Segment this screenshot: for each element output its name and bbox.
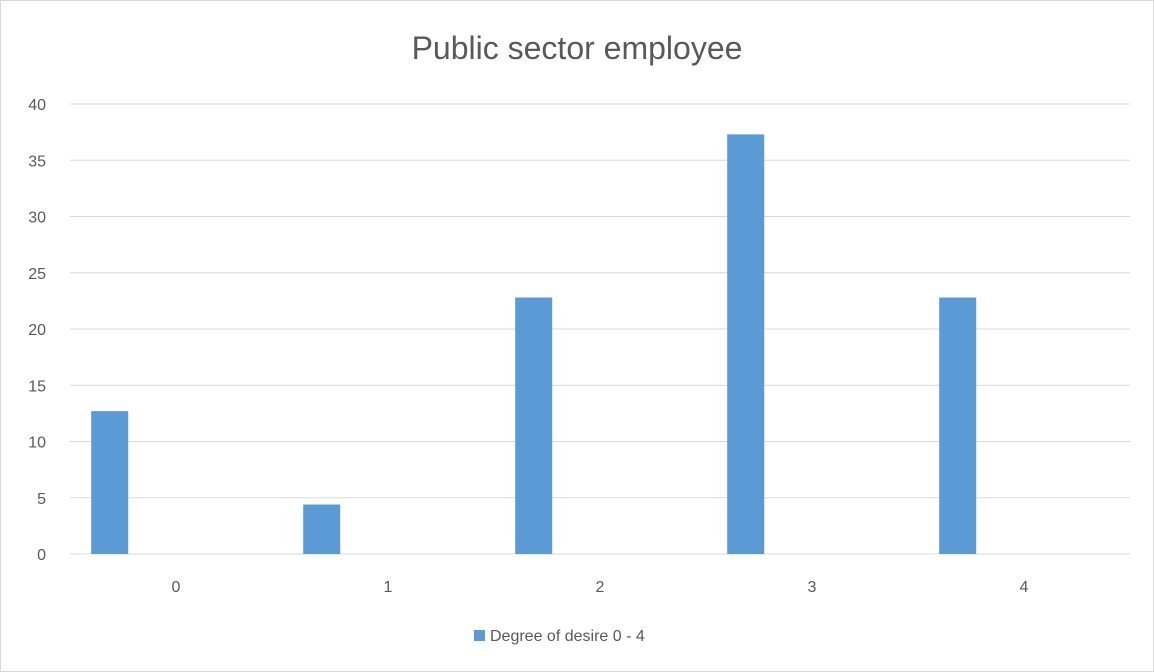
- x-tick-label: 2: [596, 579, 605, 596]
- legend: Degree of desire 0 - 4: [474, 628, 645, 645]
- bar: [939, 297, 977, 554]
- x-tick-label: 0: [172, 579, 181, 596]
- x-tick-label: 4: [1020, 579, 1029, 596]
- y-tick-label: 15: [28, 378, 46, 395]
- y-tick-label: 30: [28, 210, 46, 227]
- y-tick-label: 35: [28, 153, 46, 170]
- bars: [91, 134, 977, 554]
- bar: [91, 411, 129, 554]
- legend-label: Degree of desire 0 - 4: [490, 628, 645, 645]
- x-axis-ticks: 0 1 2 3 4: [172, 579, 1029, 596]
- bar: [303, 504, 341, 554]
- y-tick-label: 40: [28, 97, 46, 114]
- y-tick-label: 10: [28, 435, 46, 452]
- y-tick-label: 5: [37, 491, 46, 508]
- x-tick-label: 1: [384, 579, 393, 596]
- chart-title: Public sector employee: [411, 30, 743, 66]
- y-tick-label: 25: [28, 266, 46, 283]
- x-tick-label: 3: [808, 579, 817, 596]
- legend-swatch: [474, 630, 485, 641]
- y-tick-label: 20: [28, 322, 46, 339]
- bar: [727, 134, 765, 554]
- bar: [515, 297, 553, 554]
- y-tick-label: 0: [37, 547, 46, 564]
- y-axis-ticks: 0 5 10 15 20 25 30 35 40: [28, 97, 46, 564]
